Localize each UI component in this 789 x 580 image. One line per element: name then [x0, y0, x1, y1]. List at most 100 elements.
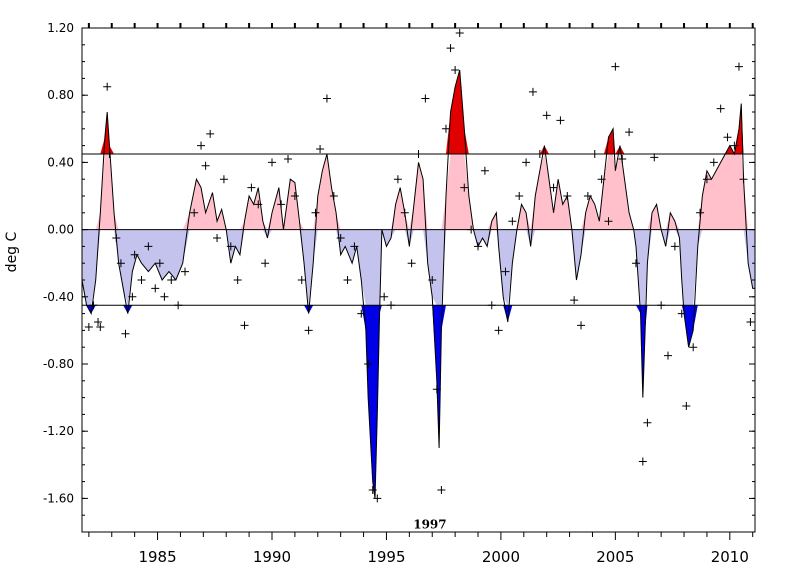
- scatter-point: [664, 351, 673, 360]
- scatter-point: [455, 29, 464, 38]
- scatter-point: [160, 292, 169, 301]
- y-tick-label: 0.40: [47, 155, 74, 169]
- scatter-point: [380, 292, 389, 301]
- scatter-point: [542, 111, 551, 120]
- scatter-point: [197, 141, 206, 150]
- x-tick-label: 2010: [711, 548, 749, 566]
- scatter-point: [144, 242, 153, 251]
- x-tick-label: 1995: [367, 548, 405, 566]
- fill-layer: [82, 70, 755, 499]
- scatter-point: [702, 175, 711, 184]
- scatter-point: [441, 124, 450, 133]
- scatter-point: [597, 175, 606, 184]
- line-series: [81, 69, 755, 499]
- scatter-point: [350, 242, 359, 251]
- scatter-point: [137, 276, 146, 284]
- scatter-point: [611, 62, 620, 71]
- scatter-point: [730, 141, 739, 150]
- x-tick-label: 2005: [596, 548, 634, 566]
- scatter-point: [746, 318, 755, 326]
- scatter-point: [329, 192, 338, 200]
- scatter-point: [94, 318, 103, 326]
- scatter-point: [501, 267, 510, 276]
- x-tick-label: 2000: [482, 548, 520, 566]
- y-tick-label: -0.80: [43, 357, 74, 371]
- annotations: 1997: [413, 518, 446, 532]
- y-axis-title: deg C: [4, 231, 20, 272]
- scatter-point: [474, 242, 483, 251]
- scatter-point: [201, 161, 210, 170]
- scatter-point: [638, 457, 647, 466]
- scatter-point: [480, 166, 489, 175]
- x-tick-label: 1990: [253, 548, 291, 566]
- monthly-series-line: [81, 69, 755, 499]
- scatter-point: [343, 276, 352, 284]
- scatter-point: [508, 217, 517, 226]
- scatter-point: [155, 259, 164, 268]
- scatter-point: [460, 183, 469, 192]
- scatter-point: [240, 321, 249, 330]
- annotation-label: 1997: [413, 518, 446, 532]
- scatter-point: [181, 267, 190, 276]
- scatter-point: [631, 259, 640, 268]
- negative-fill: [82, 229, 755, 306]
- scatter-point: [304, 326, 313, 335]
- scatter-point: [316, 144, 325, 153]
- scatter-point: [84, 323, 93, 332]
- scatter-point: [437, 486, 446, 494]
- strong-negative-fill: [82, 305, 755, 499]
- y-tick-label: 0.80: [47, 88, 74, 102]
- scatter-point: [682, 402, 691, 410]
- scatter-point: [577, 321, 586, 330]
- scatter-point: [130, 250, 139, 259]
- scatter-point: [364, 360, 373, 368]
- scatter-point: [734, 62, 743, 71]
- scatter-point: [322, 94, 331, 103]
- y-tick-label: -0.40: [43, 290, 74, 304]
- scatter-point: [570, 296, 579, 305]
- scatter-point: [116, 259, 125, 268]
- scatter-point: [696, 208, 705, 217]
- scatter-point: [535, 150, 544, 158]
- scatter-point: [128, 292, 137, 301]
- scatter-point: [254, 200, 263, 209]
- scatter-point: [446, 44, 455, 53]
- scatter-point: [206, 129, 215, 138]
- scatter-point: [96, 323, 105, 332]
- x-tick-label: 1985: [138, 548, 176, 566]
- scatter-point: [432, 385, 441, 394]
- scatter-point: [336, 234, 345, 242]
- scatter-point: [583, 192, 592, 200]
- scatter-point: [650, 153, 659, 162]
- scatter-point: [105, 150, 114, 158]
- scatter-point: [400, 208, 409, 217]
- scatter-point: [357, 309, 366, 318]
- scatter-point: [670, 242, 679, 251]
- plot-frame: [81, 27, 756, 533]
- scatter-point: [167, 276, 176, 284]
- scatter-series: [84, 29, 755, 503]
- scatter-point: [407, 259, 416, 268]
- scatter-point: [174, 301, 183, 310]
- scatter-point: [190, 208, 199, 217]
- scatter-point: [393, 175, 402, 184]
- scatter-point: [414, 150, 423, 158]
- scatter-point: [515, 192, 524, 200]
- positive-fill: [82, 154, 755, 230]
- scatter-point: [451, 66, 460, 74]
- scatter-point: [247, 183, 256, 192]
- scatter-point: [233, 276, 242, 284]
- scatter-point: [213, 234, 222, 242]
- scatter-point: [387, 301, 396, 310]
- scatter-point: [421, 94, 430, 103]
- scatter-point: [618, 155, 627, 164]
- scatter-point: [556, 116, 565, 125]
- scatter-point: [677, 309, 686, 318]
- scatter-point: [219, 175, 228, 184]
- scatter-point: [689, 343, 698, 352]
- scatter-point: [373, 494, 382, 503]
- scatter-point: [563, 192, 572, 200]
- scatter-point: [267, 158, 276, 167]
- scatter-point: [625, 128, 634, 137]
